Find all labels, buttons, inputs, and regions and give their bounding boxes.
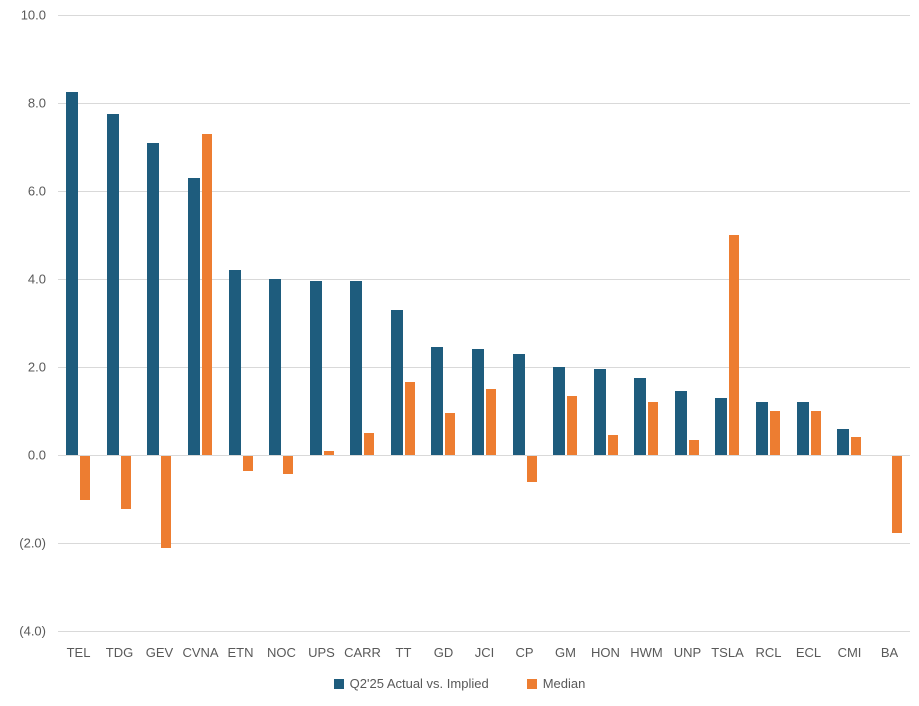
x-tick-label-RCL: RCL — [755, 645, 782, 660]
x-tick-label-UPS: UPS — [308, 645, 335, 660]
legend-label-actual: Q2'25 Actual vs. Implied — [349, 676, 489, 691]
bar-CVNA-median — [202, 134, 212, 455]
bar-GEV-median — [161, 456, 171, 548]
bar-CMI-median — [851, 437, 861, 455]
chart-legend: Q2'25 Actual vs. Implied Median — [0, 676, 919, 691]
bar-UPS-median — [324, 451, 334, 455]
bar-CARR-actual — [350, 281, 362, 455]
x-tick-label-NOC: NOC — [267, 645, 296, 660]
gridline — [58, 543, 910, 544]
x-tick-label-GEV: GEV — [145, 645, 174, 660]
gridline — [58, 103, 910, 104]
x-tick-label-GM: GM — [555, 645, 576, 660]
bar-GD-actual — [431, 347, 443, 455]
bar-TT-actual — [391, 310, 403, 455]
legend-item-median: Median — [526, 676, 586, 691]
bar-CP-median — [527, 456, 537, 482]
x-tick-label-JCI: JCI — [474, 645, 495, 660]
x-tick-label-TSLA: TSLA — [711, 645, 744, 660]
gridline — [58, 279, 910, 280]
x-tick-label-CP: CP — [515, 645, 534, 660]
x-tick-label-HWM: HWM — [630, 645, 663, 660]
gridline — [58, 455, 910, 456]
bar-TSLA-actual — [715, 398, 727, 455]
x-tick-label-HON: HON — [591, 645, 620, 660]
bar-UNP-median — [689, 440, 699, 455]
bar-GEV-actual — [147, 143, 159, 455]
bar-CMI-actual — [837, 429, 849, 455]
bar-TEL-actual — [66, 92, 78, 455]
gridline — [58, 191, 910, 192]
bar-TDG-median — [121, 456, 131, 509]
bar-RCL-median — [770, 411, 780, 455]
bar-GD-median — [445, 413, 455, 455]
bar-HWM-median — [648, 402, 658, 455]
bar-BA-median — [892, 456, 902, 533]
x-tick-label-ETN: ETN — [227, 645, 254, 660]
x-tick-label-GD: GD — [433, 645, 454, 660]
x-tick-label-BA: BA — [880, 645, 899, 660]
y-tick-label: 0.0 — [27, 447, 46, 463]
bar-CVNA-actual — [188, 178, 200, 455]
bar-RCL-actual — [756, 402, 768, 455]
bar-HWM-actual — [634, 378, 646, 455]
y-tick-label: 6.0 — [27, 183, 46, 199]
y-tick-label: (4.0) — [19, 623, 46, 639]
legend-item-actual: Q2'25 Actual vs. Implied — [333, 676, 489, 691]
bar-HON-actual — [594, 369, 606, 455]
bar-NOC-median — [283, 456, 293, 474]
bar-GM-actual — [553, 367, 565, 455]
gridline — [58, 15, 910, 16]
x-tick-label-CMI: CMI — [837, 645, 862, 660]
median-series-swatch-icon — [526, 678, 537, 689]
x-tick-label-ECL: ECL — [795, 645, 822, 660]
x-tick-label-CVNA: CVNA — [182, 645, 219, 660]
bar-TEL-median — [80, 456, 90, 500]
bar-CP-actual — [513, 354, 525, 455]
x-tick-label-UNP: UNP — [673, 645, 702, 660]
bar-NOC-actual — [269, 279, 281, 455]
bar-ECL-median — [811, 411, 821, 455]
y-tick-label: 4.0 — [27, 271, 46, 287]
x-tick-label-CARR: CARR — [344, 645, 381, 660]
bar-TT-median — [405, 382, 415, 455]
bar-HON-median — [608, 435, 618, 455]
gridline — [58, 367, 910, 368]
bar-TDG-actual — [107, 114, 119, 455]
actual-series-swatch-icon — [333, 678, 344, 689]
y-tick-label: (2.0) — [19, 535, 46, 551]
x-tick-label-TEL: TEL — [66, 645, 91, 660]
bar-GM-median — [567, 396, 577, 455]
x-tick-label-TDG: TDG — [105, 645, 134, 660]
bar-JCI-median — [486, 389, 496, 455]
bar-UNP-actual — [675, 391, 687, 455]
legend-label-median: Median — [542, 676, 586, 691]
bar-ETN-actual — [229, 270, 241, 455]
y-tick-label: 8.0 — [27, 95, 46, 111]
bar-UPS-actual — [310, 281, 322, 455]
x-tick-label-TT: TT — [395, 645, 412, 660]
bar-ETN-median — [243, 456, 253, 471]
bar-TSLA-median — [729, 235, 739, 455]
gridline — [58, 631, 910, 632]
y-tick-label: 10.0 — [20, 7, 46, 23]
bar-ECL-actual — [797, 402, 809, 455]
bar-JCI-actual — [472, 349, 484, 455]
bar-CARR-median — [364, 433, 374, 455]
y-tick-label: 2.0 — [27, 359, 46, 375]
